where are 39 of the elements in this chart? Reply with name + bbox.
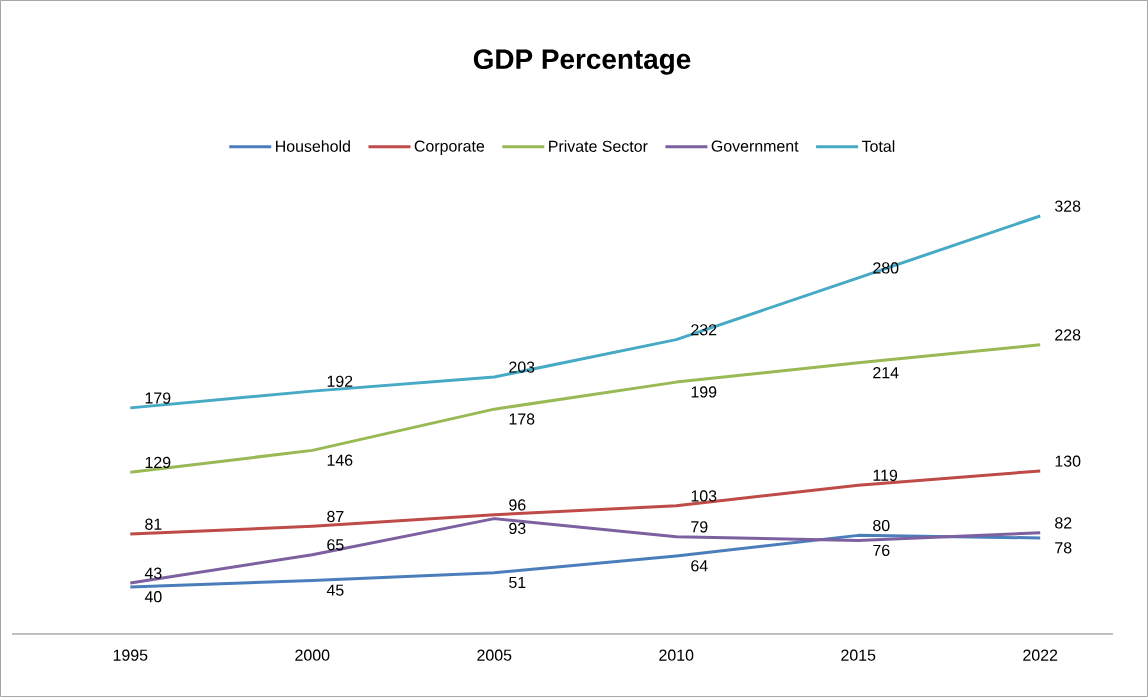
- data-label: 93: [509, 522, 526, 535]
- data-label: 82: [1055, 517, 1072, 529]
- legend-label: Government: [711, 140, 799, 152]
- data-label: 119: [873, 469, 898, 481]
- x-tick-label: 1995: [113, 649, 148, 661]
- data-label: 80: [873, 519, 890, 532]
- x-tick-label: 2010: [659, 649, 694, 661]
- legend-label: Total: [861, 140, 895, 152]
- data-label: 228: [1055, 329, 1081, 341]
- data-label: 81: [145, 518, 162, 530]
- data-label: 43: [144, 567, 162, 579]
- data-label: 78: [1055, 542, 1072, 554]
- data-label: 199: [691, 386, 717, 398]
- data-label: 45: [326, 584, 344, 596]
- data-label: 103: [691, 490, 717, 502]
- data-label: 129: [145, 456, 171, 469]
- x-tick-label: 2015: [841, 649, 876, 661]
- chart-title: GDP Percentage: [473, 49, 691, 75]
- data-label: 51: [509, 576, 526, 589]
- data-label: 328: [1055, 200, 1081, 212]
- x-tick-label: 2000: [295, 649, 330, 661]
- data-label: 214: [873, 367, 899, 379]
- data-label: 64: [691, 560, 708, 572]
- data-label: 146: [327, 454, 353, 466]
- data-label: 178: [509, 413, 535, 425]
- data-label: 40: [144, 591, 162, 603]
- data-label: 87: [327, 510, 344, 523]
- x-tick-label: 2005: [477, 649, 512, 661]
- legend-label: Household: [276, 140, 350, 152]
- data-label: 179: [145, 392, 171, 404]
- data-label: 76: [873, 544, 890, 556]
- data-label: 96: [509, 499, 526, 511]
- data-label: 130: [1055, 455, 1081, 467]
- legend-label: Private Sector: [549, 140, 648, 152]
- data-label: 79: [691, 521, 708, 533]
- data-label: 192: [327, 375, 353, 387]
- x-tick-label: 2022: [1023, 649, 1058, 661]
- data-label: 65: [327, 539, 344, 551]
- legend-label: Corporate: [414, 140, 485, 155]
